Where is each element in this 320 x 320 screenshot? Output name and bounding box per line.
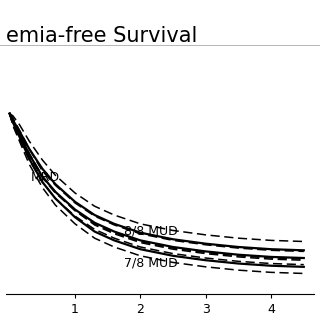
Text: 7/8 MUD: 7/8 MUD [124, 256, 178, 269]
Text: MRD: MRD [31, 171, 60, 184]
Text: 8/8 MUD: 8/8 MUD [124, 224, 178, 237]
Text: emia-free Survival: emia-free Survival [6, 26, 198, 45]
